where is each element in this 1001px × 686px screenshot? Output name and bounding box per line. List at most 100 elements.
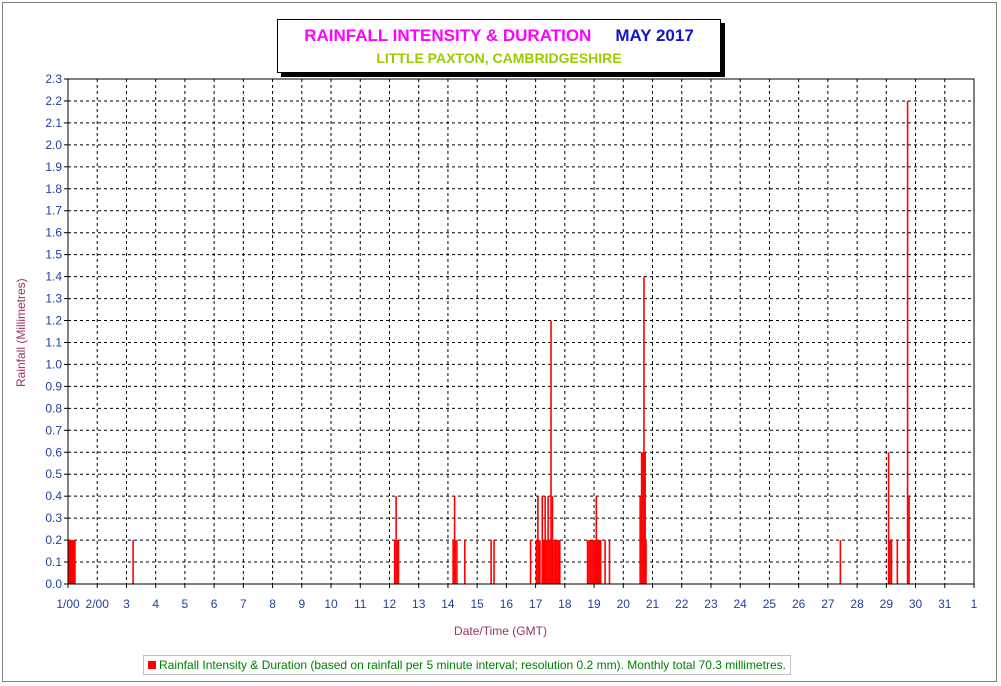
x-tick-label: 17	[529, 597, 543, 611]
chart-month: MAY 2017	[615, 26, 694, 45]
chart-subtitle: LITTLE PAXTON, CAMBRIDGESHIRE	[376, 50, 622, 66]
rainfall-bar	[529, 540, 532, 584]
y-tick-label: 0.9	[45, 379, 62, 393]
y-tick-label: 0.0	[45, 577, 62, 591]
x-tick-label: 26	[792, 597, 806, 611]
y-tick-label: 2.2	[45, 94, 62, 108]
x-tick-label: 8	[269, 597, 276, 611]
y-tick-label: 0.4	[45, 489, 62, 503]
rainfall-bar	[599, 540, 602, 584]
y-tick-label: 2.3	[45, 72, 62, 86]
x-tick-label: 21	[646, 597, 660, 611]
y-axis-label: Rainfall (Millimetres)	[14, 278, 28, 387]
rainfall-bar	[554, 540, 557, 584]
rainfall-bar	[395, 496, 397, 584]
title-box: RAINFALL INTENSITY & DURATION MAY 2017 LI…	[277, 19, 721, 73]
rainfall-bar	[551, 496, 554, 584]
y-tick-label: 1.0	[45, 357, 62, 371]
rainfall-bar	[456, 540, 458, 584]
rainfall-bar	[537, 540, 540, 584]
x-tick-label: 2/00	[86, 597, 110, 611]
y-tick-label: 0.2	[45, 533, 62, 547]
title-line: RAINFALL INTENSITY & DURATION MAY 2017	[278, 26, 720, 46]
rainfall-bar	[68, 540, 71, 584]
y-tick-label: 1.7	[45, 204, 62, 218]
rainfall-bar	[643, 276, 645, 584]
rainfall-bar	[558, 540, 561, 584]
rainfall-bar	[542, 540, 545, 584]
rainfall-bar	[596, 540, 599, 584]
y-tick-label: 1.5	[45, 248, 62, 262]
rainfall-bar	[588, 540, 590, 584]
rainfall-bar	[74, 540, 76, 584]
rainfall-bar	[132, 540, 134, 584]
rainfall-bar	[640, 452, 643, 584]
x-tick-label: 4	[152, 597, 159, 611]
rainfall-bar	[639, 496, 641, 584]
rainfall-bar	[608, 540, 611, 584]
rainfall-bar	[839, 540, 842, 584]
x-tick-label: 14	[441, 597, 455, 611]
y-tick-label: 0.7	[45, 423, 62, 437]
legend: Rainfall Intensity & Duration (based on …	[143, 655, 791, 675]
legend-text: Rainfall Intensity & Duration (based on …	[159, 658, 786, 672]
rainfall-bar	[396, 540, 399, 584]
x-tick-label: 18	[558, 597, 572, 611]
rainfall-bar	[69, 540, 72, 584]
x-tick-label: 7	[240, 597, 247, 611]
rainfall-bar	[591, 540, 593, 584]
x-tick-label: 23	[704, 597, 718, 611]
x-tick-label: 6	[211, 597, 218, 611]
rainfall-bar	[896, 540, 899, 584]
rainfall-bar	[535, 540, 538, 584]
chart-title: RAINFALL INTENSITY & DURATION	[304, 26, 592, 45]
y-tick-label: 0.1	[45, 555, 62, 569]
x-tick-label: 24	[734, 597, 748, 611]
x-tick-label: 31	[938, 597, 952, 611]
rainfall-bar	[592, 540, 595, 584]
rainfall-bar	[73, 540, 75, 584]
rainfall-bar	[493, 540, 495, 584]
rainfall-bar	[645, 540, 647, 584]
rainfall-bar	[397, 540, 400, 584]
x-tick-label: 28	[850, 597, 864, 611]
y-tick-label: 0.6	[45, 445, 62, 459]
rainfall-bar	[464, 540, 466, 584]
y-tick-label: 2.0	[45, 138, 62, 152]
rainfall-bar	[539, 540, 541, 584]
y-tick-label: 1.4	[45, 270, 62, 284]
rainfall-bar	[545, 540, 548, 584]
x-axis-label: Date/Time (GMT)	[454, 624, 547, 638]
rainfall-bar	[642, 452, 644, 584]
y-tick-label: 1.2	[45, 314, 62, 328]
x-tick-label: 16	[500, 597, 514, 611]
y-tick-label: 1.9	[45, 160, 62, 174]
rainfall-bar	[548, 540, 551, 584]
y-tick-label: 0.3	[45, 511, 62, 525]
rainfall-bar	[557, 540, 560, 584]
x-tick-label: 25	[763, 597, 777, 611]
y-tick-label: 2.1	[45, 116, 62, 130]
y-tick-label: 0.5	[45, 467, 62, 481]
rainfall-bar	[644, 452, 646, 584]
x-tick-label: 9	[298, 597, 305, 611]
rainfall-bar	[550, 540, 553, 584]
rainfall-bar	[594, 540, 596, 584]
rainfall-bar	[553, 540, 555, 584]
rainfall-bar	[68, 540, 70, 584]
x-tick-label: 15	[470, 597, 484, 611]
x-tick-label: 12	[383, 597, 397, 611]
rainfall-bar	[589, 540, 592, 584]
x-tick-label: 1/00	[56, 597, 80, 611]
x-tick-label: 1	[971, 597, 978, 611]
plot-area-border	[67, 78, 975, 585]
y-tick-label: 1.6	[45, 226, 62, 240]
y-tick-label: 1.1	[45, 335, 62, 349]
rainfall-bar	[547, 496, 549, 584]
x-tick-label: 19	[587, 597, 601, 611]
x-tick-label: 13	[412, 597, 426, 611]
y-tick-label: 1.8	[45, 182, 62, 196]
rainfall-bar	[537, 496, 539, 584]
y-tick-label: 1.3	[45, 292, 62, 306]
rainfall-bar	[70, 540, 73, 584]
